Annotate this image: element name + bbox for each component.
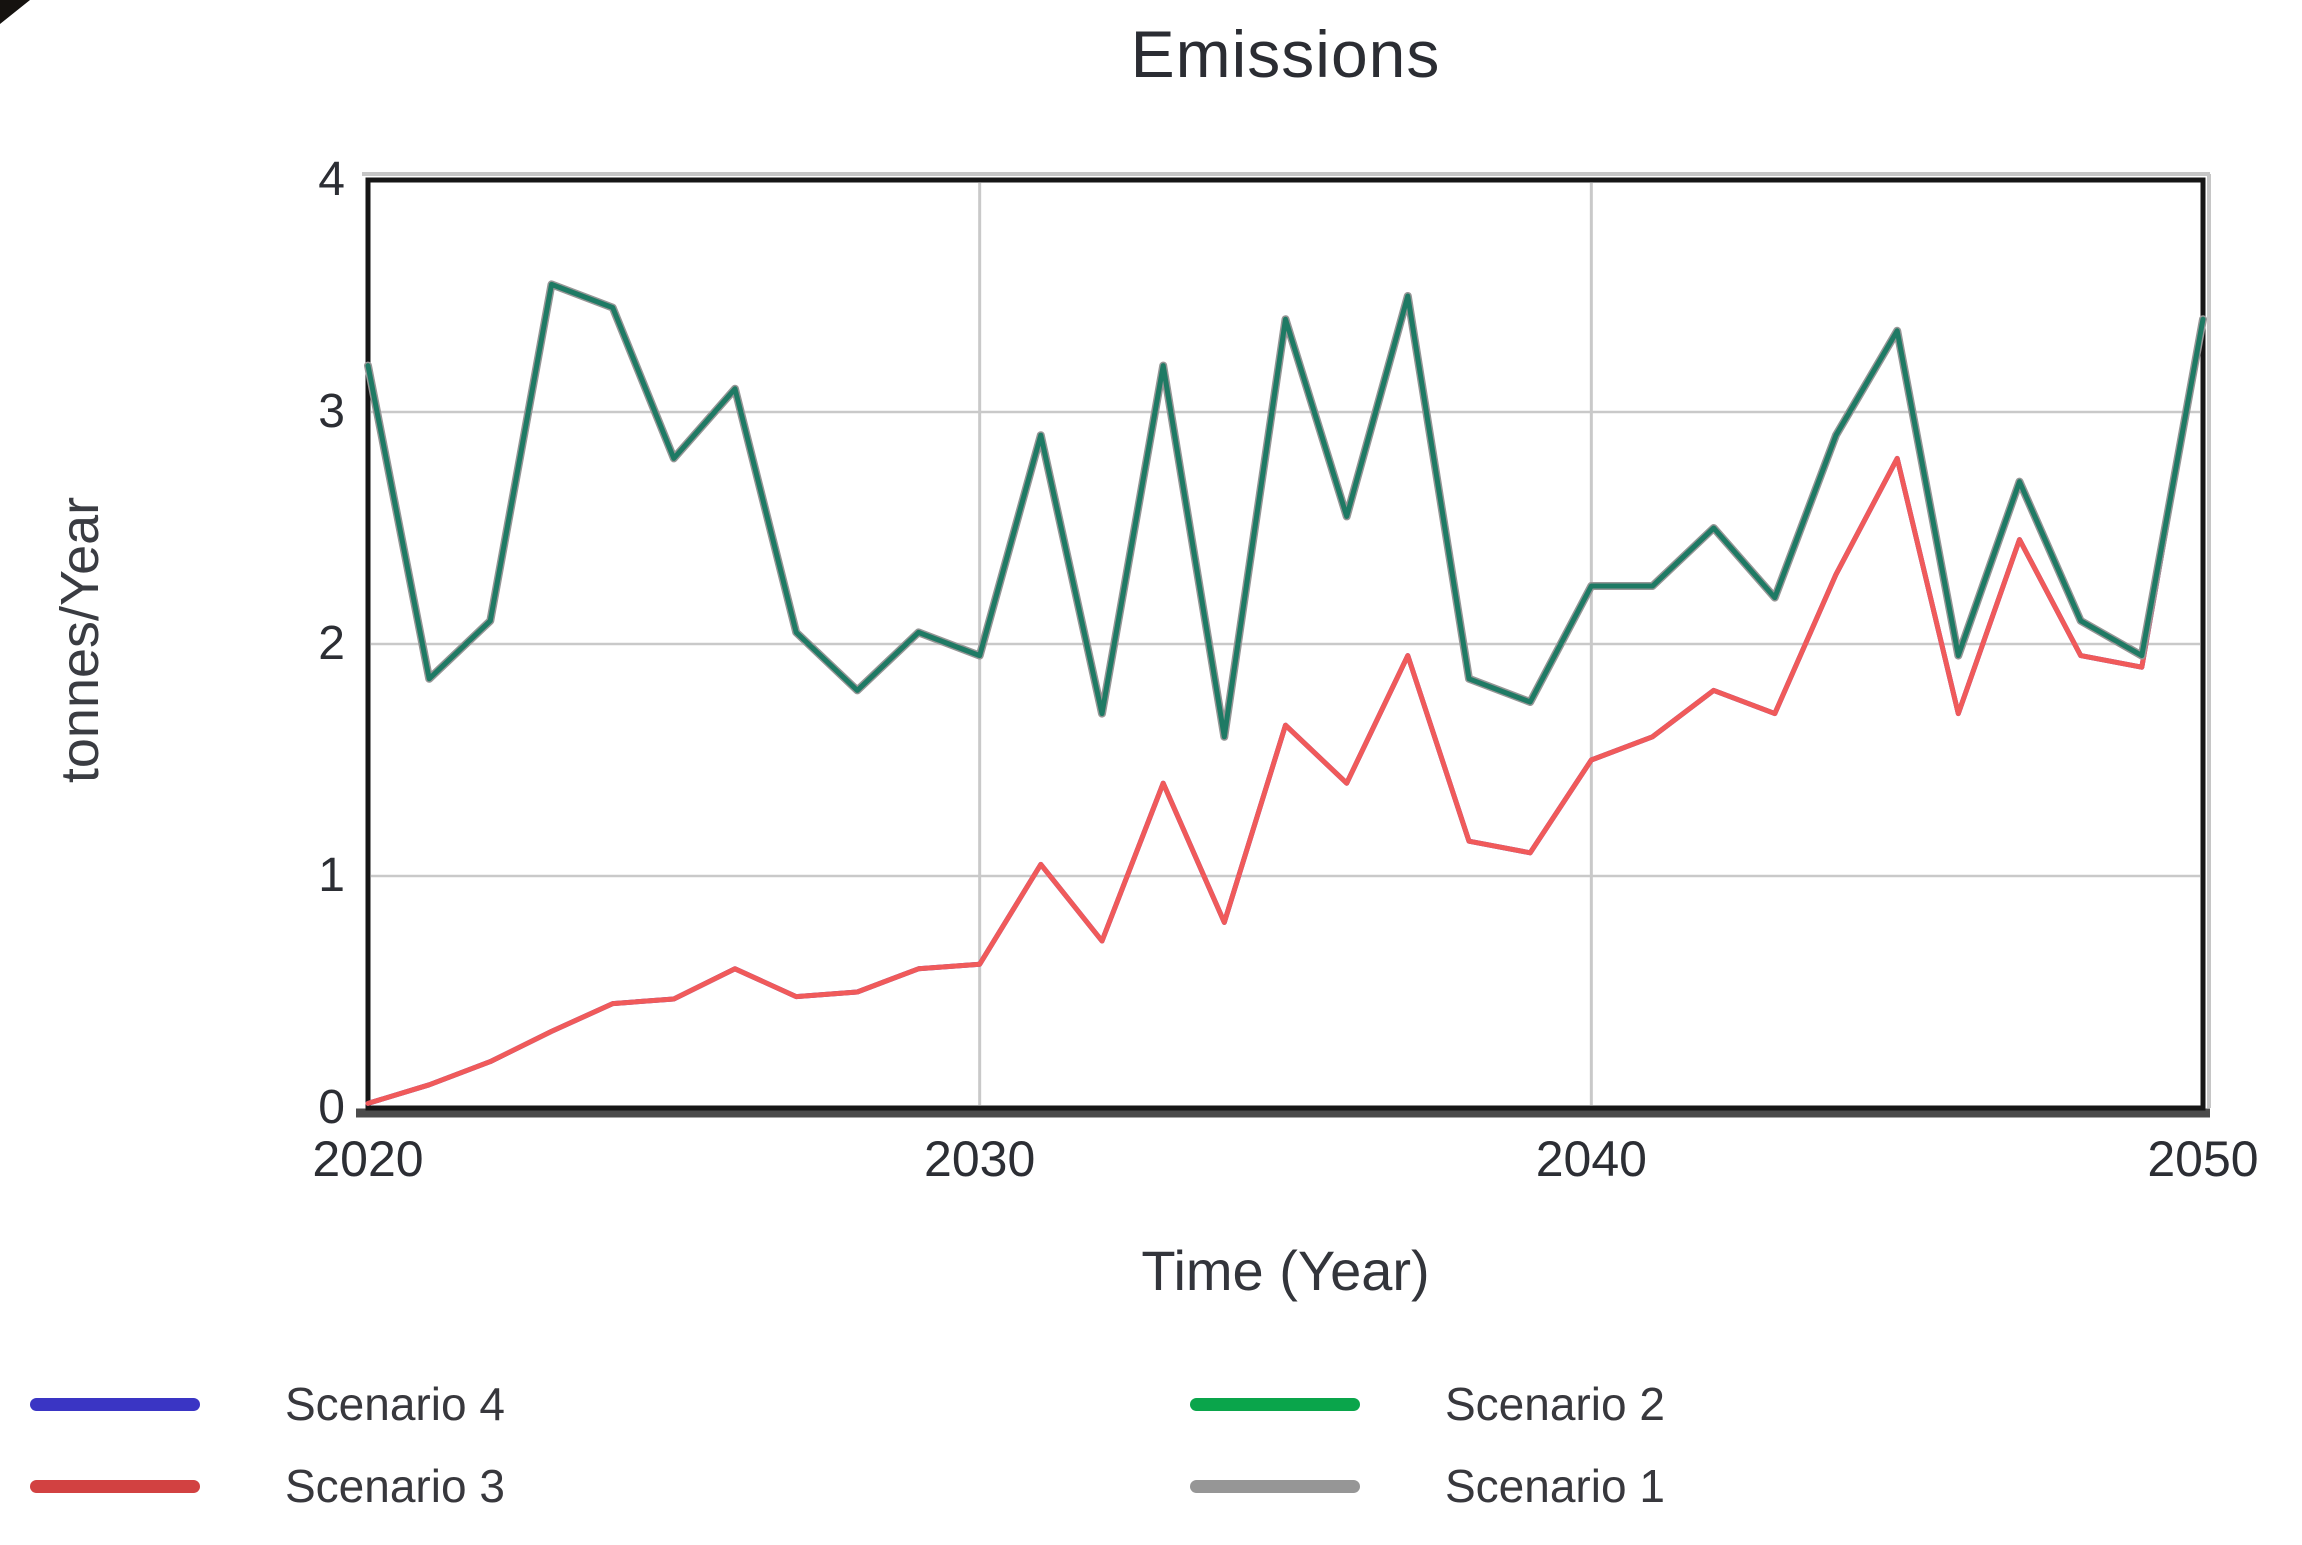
- legend-swatch: [1190, 1397, 1360, 1411]
- legend-item-scenario-3: Scenario 3: [30, 1460, 505, 1512]
- x-tick-label: 2050: [2147, 1131, 2259, 1187]
- series-line-scenario-1: [364, 280, 2207, 741]
- legend-item-scenario-4: Scenario 4: [30, 1378, 505, 1430]
- legend-label: Scenario 3: [285, 1460, 505, 1512]
- legend-item-scenario-2: Scenario 2: [1190, 1378, 1665, 1430]
- legend-swatch: [30, 1397, 200, 1411]
- y-tick-label: 0: [318, 1081, 345, 1134]
- y-tick-label: 2: [318, 617, 345, 670]
- series-line-scenario-2: [365, 281, 2206, 740]
- series-line-scenario-4: [365, 316, 2206, 1106]
- x-tick-label: 2040: [1535, 1131, 1647, 1187]
- legend-item-scenario-1: Scenario 1: [1190, 1460, 1665, 1512]
- y-tick-label: 3: [318, 385, 345, 438]
- legend-label: Scenario 1: [1445, 1460, 1665, 1512]
- series-line-scenario-3: [365, 316, 2206, 1106]
- legend-swatch: [30, 1479, 200, 1493]
- legend-label: Scenario 2: [1445, 1378, 1665, 1430]
- x-axis-label: Time (Year): [1141, 1239, 1430, 1302]
- y-tick-label: 1: [318, 849, 345, 902]
- x-tick-label: 2020: [312, 1131, 424, 1187]
- plot-frame: [365, 177, 2206, 1111]
- legend-label: Scenario 4: [285, 1378, 505, 1430]
- corner-artifact: [0, 0, 30, 24]
- chart-title: Emissions: [1130, 17, 1441, 91]
- x-tick-label: 2030: [924, 1131, 1036, 1187]
- y-tick-label: 4: [318, 153, 345, 206]
- legend-swatch: [1190, 1479, 1360, 1493]
